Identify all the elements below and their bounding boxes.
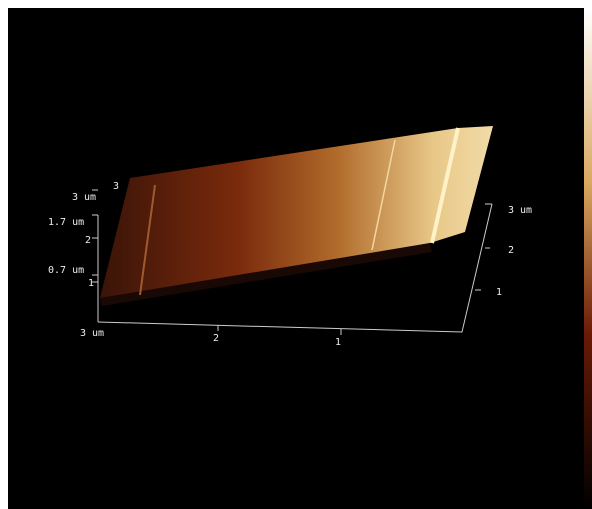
z-scale-label: 1.7 um: [48, 217, 84, 228]
z-tick-label: 1: [88, 278, 94, 289]
z-max-label: 3 um: [72, 192, 96, 203]
y-max-label: 3 um: [508, 205, 532, 216]
y-tick-label: 1: [496, 287, 502, 298]
color-scale: [584, 8, 592, 509]
y-tick-label: 2: [508, 245, 514, 256]
z-tick-label: 2: [85, 235, 91, 246]
x-tick-label: 1: [335, 337, 341, 348]
z-scale-label: 0.7 um: [48, 265, 84, 276]
z-tick-label: 3: [113, 181, 119, 192]
x-origin-label: 3 um: [80, 328, 104, 339]
x-tick-label: 2: [213, 333, 219, 344]
afm-view: 3 um 3 2 1 1.7 um 0.7 um 3 um 2 1 3 um 2…: [0, 0, 592, 509]
